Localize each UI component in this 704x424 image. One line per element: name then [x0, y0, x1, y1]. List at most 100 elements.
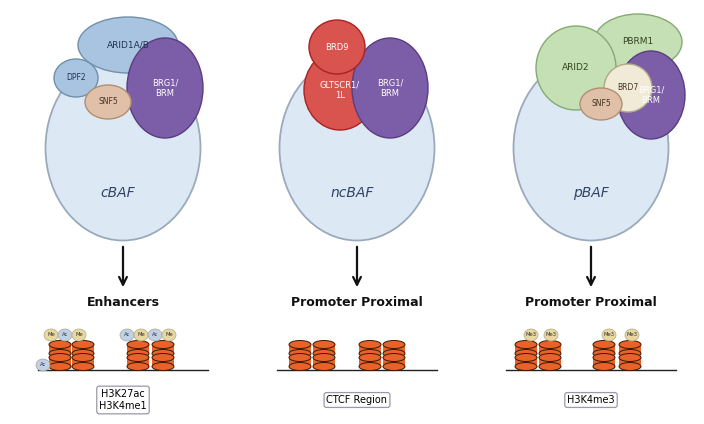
- Bar: [383, 344, 405, 354]
- Ellipse shape: [162, 329, 176, 341]
- Ellipse shape: [152, 354, 174, 362]
- Text: H3K4me3: H3K4me3: [567, 395, 615, 405]
- Ellipse shape: [313, 349, 335, 357]
- Bar: [515, 344, 537, 354]
- Ellipse shape: [46, 56, 201, 240]
- Bar: [289, 344, 311, 354]
- Ellipse shape: [625, 329, 639, 341]
- Ellipse shape: [513, 56, 669, 240]
- Ellipse shape: [72, 363, 94, 371]
- Text: SNF5: SNF5: [591, 100, 611, 109]
- Ellipse shape: [148, 329, 162, 341]
- Ellipse shape: [539, 354, 561, 362]
- Text: Enhancers: Enhancers: [87, 296, 160, 309]
- Text: GLTSCR1/
1L: GLTSCR1/ 1L: [320, 80, 360, 100]
- Ellipse shape: [515, 349, 537, 357]
- Ellipse shape: [289, 340, 311, 349]
- Text: Promoter Proximal: Promoter Proximal: [291, 296, 423, 309]
- Ellipse shape: [36, 359, 50, 371]
- Bar: [515, 357, 537, 366]
- Bar: [539, 344, 561, 354]
- Ellipse shape: [383, 363, 405, 371]
- Text: CTCF Region: CTCF Region: [327, 395, 387, 405]
- Text: Ac: Ac: [124, 332, 130, 338]
- Ellipse shape: [127, 349, 149, 357]
- Ellipse shape: [602, 329, 616, 341]
- Ellipse shape: [619, 349, 641, 357]
- Bar: [359, 344, 381, 354]
- Ellipse shape: [352, 38, 428, 138]
- Ellipse shape: [619, 340, 641, 349]
- Ellipse shape: [309, 20, 365, 74]
- Text: Me: Me: [137, 332, 145, 338]
- Ellipse shape: [313, 340, 335, 349]
- Text: ARID2: ARID2: [562, 64, 590, 73]
- Bar: [127, 344, 149, 354]
- Ellipse shape: [72, 354, 94, 362]
- Bar: [593, 357, 615, 366]
- Ellipse shape: [49, 363, 71, 371]
- Ellipse shape: [152, 349, 174, 357]
- Bar: [619, 344, 641, 354]
- Text: H3K27ac
H3K4me1: H3K27ac H3K4me1: [99, 389, 147, 411]
- Bar: [49, 344, 71, 354]
- Bar: [49, 357, 71, 366]
- Text: pBAF: pBAF: [573, 186, 609, 200]
- Text: Me3: Me3: [546, 332, 556, 338]
- Ellipse shape: [359, 340, 381, 349]
- Ellipse shape: [594, 14, 682, 70]
- Ellipse shape: [383, 340, 405, 349]
- Bar: [289, 357, 311, 366]
- Ellipse shape: [72, 340, 94, 349]
- Ellipse shape: [152, 363, 174, 371]
- Ellipse shape: [359, 349, 381, 357]
- Ellipse shape: [127, 354, 149, 362]
- Ellipse shape: [289, 354, 311, 362]
- Ellipse shape: [593, 340, 615, 349]
- Text: PBRM1: PBRM1: [622, 37, 653, 47]
- Ellipse shape: [383, 354, 405, 362]
- Ellipse shape: [539, 349, 561, 357]
- Ellipse shape: [44, 329, 58, 341]
- Bar: [313, 357, 335, 366]
- Ellipse shape: [619, 354, 641, 362]
- Text: Ac: Ac: [62, 332, 68, 338]
- Ellipse shape: [580, 88, 622, 120]
- Text: BRG1/
BRM: BRG1/ BRM: [638, 85, 664, 105]
- Ellipse shape: [359, 363, 381, 371]
- Ellipse shape: [127, 340, 149, 349]
- Ellipse shape: [304, 50, 376, 130]
- Ellipse shape: [383, 349, 405, 357]
- Text: BRG1/
BRM: BRG1/ BRM: [152, 78, 178, 98]
- Ellipse shape: [539, 363, 561, 371]
- Ellipse shape: [524, 329, 538, 341]
- Ellipse shape: [313, 354, 335, 362]
- Ellipse shape: [536, 26, 616, 110]
- Ellipse shape: [313, 363, 335, 371]
- Ellipse shape: [593, 349, 615, 357]
- Text: ARID1A/B: ARID1A/B: [106, 41, 149, 50]
- Ellipse shape: [593, 363, 615, 371]
- Ellipse shape: [58, 329, 72, 341]
- Ellipse shape: [515, 340, 537, 349]
- Ellipse shape: [120, 329, 134, 341]
- Ellipse shape: [78, 17, 178, 73]
- Ellipse shape: [593, 354, 615, 362]
- Ellipse shape: [49, 354, 71, 362]
- Ellipse shape: [604, 64, 652, 112]
- Text: DPF2: DPF2: [66, 73, 86, 83]
- Text: Me3: Me3: [627, 332, 638, 338]
- Ellipse shape: [127, 363, 149, 371]
- Bar: [152, 357, 174, 366]
- Ellipse shape: [289, 349, 311, 357]
- Text: Me: Me: [165, 332, 173, 338]
- Bar: [539, 357, 561, 366]
- Bar: [359, 357, 381, 366]
- Text: BRD7: BRD7: [617, 84, 639, 92]
- Ellipse shape: [134, 329, 148, 341]
- Bar: [383, 357, 405, 366]
- Text: BRG1/
BRM: BRG1/ BRM: [377, 78, 403, 98]
- Bar: [619, 357, 641, 366]
- Text: Me3: Me3: [525, 332, 536, 338]
- Text: Me: Me: [75, 332, 83, 338]
